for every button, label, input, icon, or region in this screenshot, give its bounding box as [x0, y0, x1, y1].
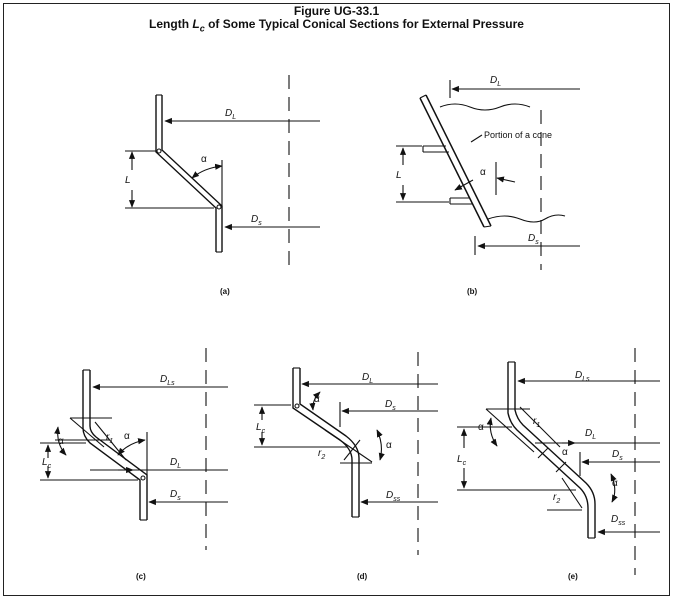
label-e-DLs: DLs	[575, 370, 590, 383]
label-a-L: L	[125, 175, 131, 186]
label-e-alpha-2: α	[562, 447, 568, 458]
panel-tag-e: (e)	[568, 572, 578, 581]
label-c-Lc: Lc	[42, 457, 52, 470]
label-e-r2: r2	[553, 492, 560, 505]
label-e-Lc: Lc	[457, 454, 467, 467]
figure-caption: Length Lc of Some Typical Conical Sectio…	[0, 17, 673, 35]
label-b-DL: DL	[490, 75, 501, 88]
caption-subscript: c	[199, 23, 205, 34]
panel-tag-c: (c)	[136, 572, 146, 581]
label-c-r1: r1	[106, 432, 113, 445]
label-d-Dss: Dss	[386, 490, 401, 503]
label-c-DLs: DLs	[160, 374, 175, 387]
label-d-r2: r2	[318, 448, 325, 461]
panel-e	[457, 348, 660, 575]
panel-tag-b: (b)	[467, 287, 478, 296]
label-e-Ds: Ds	[612, 449, 623, 462]
label-d-alpha-2: α	[386, 440, 392, 451]
label-c-alpha-2: α	[124, 431, 130, 442]
label-c-Ds: Ds	[170, 489, 181, 502]
panel-b	[396, 80, 580, 270]
panel-tag-d: (d)	[357, 572, 368, 581]
label-d-Lc: Lc	[256, 422, 266, 435]
label-a-Ds: Ds	[251, 214, 262, 227]
label-c-DL: DL	[170, 457, 181, 470]
label-e-alpha-1: α	[478, 422, 484, 433]
label-a-DL: DL	[225, 108, 236, 121]
label-b-Ds: Ds	[528, 233, 539, 246]
label-d-alpha-1: α	[314, 394, 320, 405]
panel-a	[125, 75, 320, 265]
panel-d	[254, 352, 438, 555]
figure-border	[3, 3, 670, 596]
panel-c	[40, 348, 228, 550]
label-e-alpha-3: α	[612, 478, 618, 489]
label-b-portion-of-cone: Portion of a cone	[484, 130, 552, 140]
label-b-alpha: α	[480, 167, 486, 178]
label-a-alpha: α	[201, 154, 207, 165]
label-d-Ds: Ds	[385, 399, 396, 412]
caption-suffix: of Some Typical Conical Sections for Ext…	[204, 17, 524, 31]
figure-number: Figure UG-33.1	[293, 4, 380, 18]
panel-tag-a: (a)	[220, 287, 230, 296]
label-e-Dss: Dss	[611, 514, 626, 527]
label-e-r1: r1	[533, 416, 540, 429]
label-c-alpha-1: α	[58, 436, 64, 447]
caption-prefix: Length	[149, 17, 193, 31]
label-b-L: L	[396, 170, 402, 181]
label-e-DL: DL	[585, 428, 596, 441]
label-d-DL: DL	[362, 372, 373, 385]
caption-symbol: L	[192, 17, 200, 31]
